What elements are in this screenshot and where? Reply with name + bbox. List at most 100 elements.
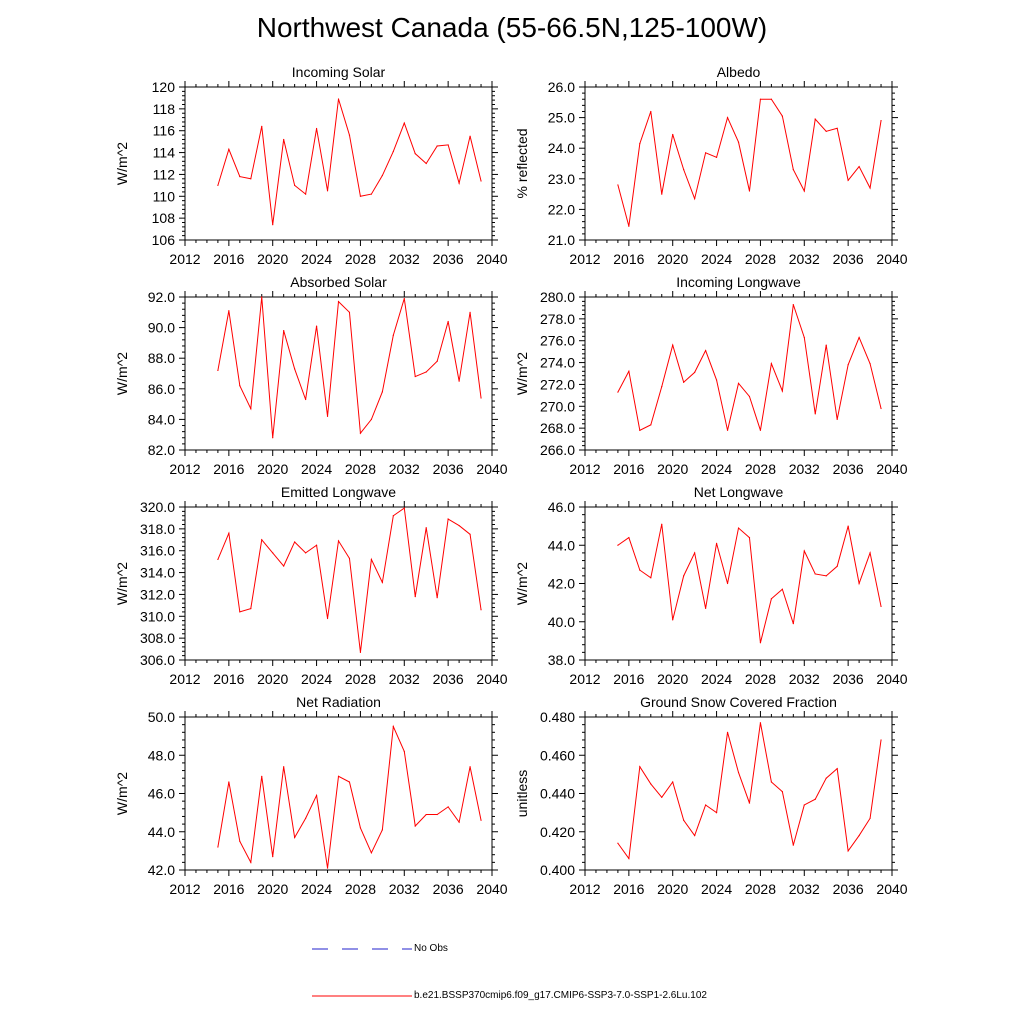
data-point	[880, 407, 882, 410]
data-point	[250, 178, 252, 180]
panel-title: Incoming Longwave	[676, 274, 801, 290]
data-point	[370, 418, 372, 420]
data-point	[650, 424, 652, 426]
legend-model: b.e21.BSSP370cmip6.f09_g17.CMIP6-SSP3-7.…	[312, 989, 812, 1003]
y-axis-label: W/m^2	[114, 562, 130, 605]
x-tick-label: 2036	[833, 671, 864, 687]
x-tick-label: 2028	[745, 671, 776, 687]
data-point	[737, 141, 740, 143]
data-point	[305, 398, 307, 401]
data-point	[759, 429, 762, 431]
data-point	[650, 110, 652, 113]
y-tick-label: 22.0	[548, 201, 575, 217]
x-tick-label: 2028	[345, 461, 376, 477]
data-point	[305, 193, 307, 195]
y-tick-label: 40.0	[548, 614, 575, 630]
x-tick-label: 2020	[257, 461, 288, 477]
data-point	[814, 413, 816, 415]
x-tick-label: 2016	[213, 251, 244, 267]
y-tick-label: 120	[152, 79, 176, 95]
data-point	[315, 127, 318, 130]
y-tick-label: 112	[153, 166, 176, 182]
y-tick-label: 108	[152, 210, 176, 226]
data-point	[661, 796, 663, 798]
data-point	[836, 418, 838, 420]
data-point	[294, 836, 296, 839]
data-point	[858, 165, 860, 168]
plot-frame	[584, 86, 893, 241]
y-tick-label: 270.0	[540, 398, 575, 414]
data-point	[436, 145, 438, 147]
data-point	[792, 304, 794, 306]
data-point	[348, 311, 351, 313]
series-line	[217, 724, 482, 869]
x-tick-label: 2032	[389, 671, 420, 687]
data-point	[403, 507, 405, 509]
y-tick-label: 280.0	[540, 289, 575, 305]
x-tick-label: 2020	[257, 251, 288, 267]
y-tick-label: 50.0	[148, 709, 175, 725]
data-point	[661, 386, 663, 388]
data-point	[283, 565, 285, 567]
y-tick-label: 320.0	[140, 499, 175, 515]
x-tick-label: 2040	[876, 461, 907, 477]
plot-frame	[184, 86, 493, 241]
x-tick-label: 2036	[433, 461, 464, 477]
chart-albedo: Albedo % reflected 2012 2016 2020 2024 2028 203…	[514, 64, 908, 267]
data-point	[294, 368, 296, 370]
data-point	[381, 829, 383, 831]
panel-title: Net Radiation	[296, 694, 381, 710]
data-point	[315, 544, 318, 546]
data-point	[825, 344, 827, 346]
data-point	[814, 798, 816, 800]
data-point	[847, 179, 849, 181]
data-point	[639, 766, 641, 768]
data-point	[726, 429, 729, 431]
y-tick-label: 316.0	[140, 543, 175, 559]
data-point	[294, 184, 296, 186]
y-tick-label: 114	[153, 145, 176, 161]
data-point	[228, 310, 230, 312]
data-point	[458, 380, 460, 382]
x-tick-label: 2032	[789, 671, 820, 687]
y-tick-label: 88.0	[148, 350, 175, 366]
data-point	[392, 150, 394, 153]
series-line	[217, 98, 482, 225]
x-tick-label: 2032	[789, 461, 820, 477]
data-point	[847, 525, 849, 527]
data-point	[814, 573, 816, 575]
y-tick-label: 44.0	[148, 824, 175, 840]
data-point	[650, 783, 652, 785]
x-tick-label: 2020	[257, 671, 288, 687]
data-point	[228, 148, 230, 150]
x-tick-label: 2040	[476, 461, 507, 477]
data-point	[305, 817, 307, 819]
data-point	[447, 320, 449, 323]
data-point	[803, 550, 805, 552]
data-point	[337, 775, 340, 777]
data-point	[414, 375, 416, 378]
y-axis-label: W/m^2	[514, 352, 530, 395]
data-point	[458, 821, 460, 823]
data-point	[272, 437, 274, 439]
data-point	[305, 552, 307, 554]
x-tick-label: 2016	[213, 671, 244, 687]
data-point	[239, 176, 241, 178]
data-point	[447, 144, 449, 146]
chart-net-longwave: Net Longwave W/m^2 2012 2016 2020 2024 2028 203…	[514, 484, 908, 687]
x-tick-label: 2024	[701, 671, 732, 687]
data-point	[261, 775, 263, 777]
y-tick-label: 274.0	[540, 355, 575, 371]
x-tick-label: 2016	[613, 461, 644, 477]
x-tick-label: 2012	[169, 671, 200, 687]
data-point	[392, 515, 394, 517]
data-point	[683, 819, 685, 821]
data-point	[628, 370, 630, 372]
y-tick-label: 268.0	[540, 420, 575, 436]
data-point	[639, 143, 641, 145]
data-point	[628, 537, 630, 539]
data-point	[770, 781, 772, 783]
data-point	[403, 750, 405, 753]
data-point	[748, 802, 751, 804]
data-point	[726, 117, 729, 119]
